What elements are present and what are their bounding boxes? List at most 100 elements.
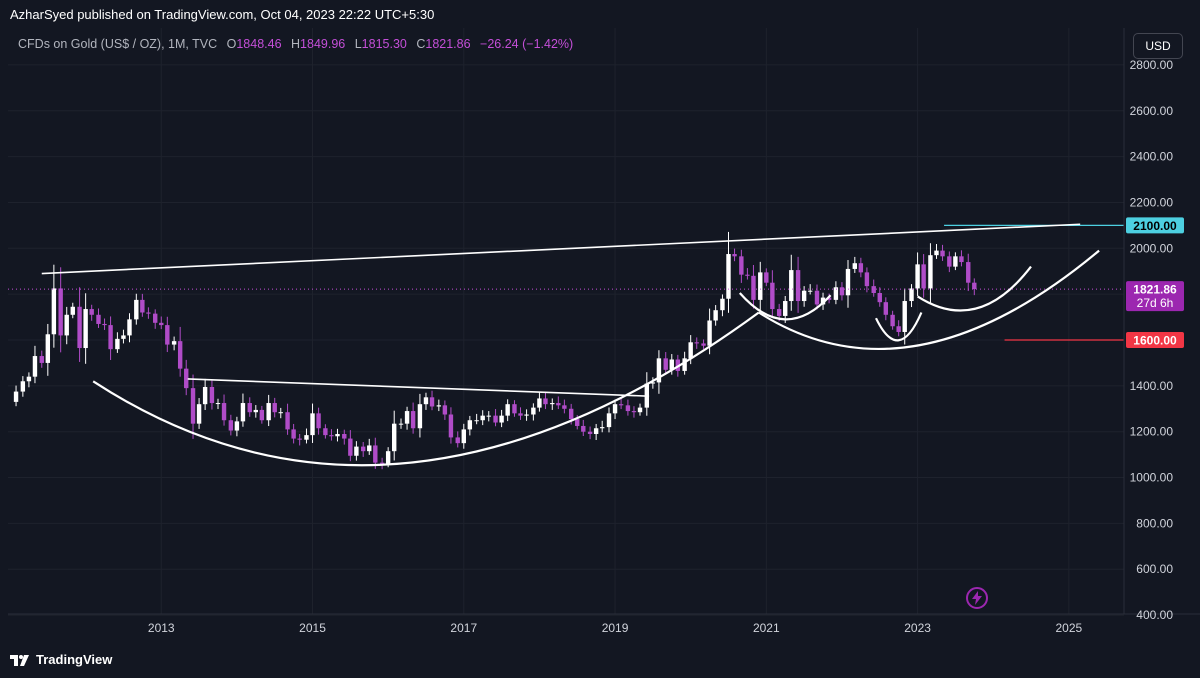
candle-up <box>202 386 208 405</box>
candle-down <box>543 398 548 405</box>
candle-up <box>64 314 69 336</box>
candle-down <box>146 312 151 314</box>
candle-down <box>297 438 302 440</box>
open-label: O <box>226 37 237 51</box>
candle-down <box>108 325 113 350</box>
candle-up <box>215 403 221 405</box>
candle-up <box>404 411 410 424</box>
candle-down <box>102 323 107 326</box>
tradingview-logo-text: TradingView <box>36 652 113 667</box>
y-tick-label: 2600.00 <box>1130 104 1174 118</box>
candle-down <box>694 342 699 344</box>
candle-down <box>625 405 631 412</box>
candle-up <box>486 415 491 417</box>
candle-up <box>909 288 914 302</box>
candle-down <box>410 411 416 429</box>
candle-up <box>234 421 240 431</box>
candle-up <box>524 414 529 416</box>
candle-up <box>83 309 88 349</box>
candle-up <box>807 290 813 292</box>
candle-down <box>751 275 756 300</box>
candle-down <box>764 272 769 283</box>
symbol-label[interactable]: CFDs on Gold (US$ / OZ), 1M, TVC <box>18 37 218 51</box>
candle-up <box>26 376 32 382</box>
candle-up <box>612 404 618 414</box>
candle-up <box>474 420 479 422</box>
y-tick-label: 800.00 <box>1136 516 1173 530</box>
lightning-icon[interactable] <box>966 587 988 609</box>
candle-down <box>184 368 189 389</box>
y-tick-label: 1200.00 <box>1130 425 1174 439</box>
close-label: C <box>416 37 426 51</box>
candle-up <box>915 264 920 289</box>
small-cup-arc-2 <box>875 312 923 342</box>
candle-up <box>20 381 26 392</box>
resistance-price-label: 2100.00 <box>1133 219 1177 233</box>
candle-down <box>795 270 801 302</box>
candle-down <box>140 299 145 313</box>
candle-down <box>39 356 44 363</box>
footer-bar <box>0 648 1200 678</box>
y-tick-label: 2200.00 <box>1130 195 1174 209</box>
candle-down <box>921 264 926 289</box>
candle-up <box>606 413 612 428</box>
high-value: 1849.96 <box>300 37 346 51</box>
candle-down <box>663 358 668 370</box>
y-tick-label: 2400.00 <box>1130 150 1174 164</box>
candle-up <box>436 405 442 407</box>
candle-down <box>618 404 624 406</box>
candle-up <box>480 415 485 421</box>
candle-down <box>770 282 775 310</box>
candle-up <box>115 338 120 350</box>
price-chart[interactable]: 400.00 600.00 800.00 1000.00 1200.00 1400.00 1… <box>0 0 1200 648</box>
candle-down <box>814 290 820 305</box>
candle-up <box>461 429 466 444</box>
candle-down <box>77 306 82 349</box>
candle-down <box>562 405 567 409</box>
candle-down <box>883 302 889 315</box>
candle-down <box>575 419 580 426</box>
candle-up <box>656 358 662 383</box>
candle-down <box>159 322 164 326</box>
candle-up <box>707 320 712 346</box>
candle-up <box>650 382 656 384</box>
ohlc-legend: CFDs on Gold (US$ / OZ), 1M, TVC O1848.4… <box>18 37 573 51</box>
candle-down <box>972 282 977 290</box>
candle-down <box>839 287 845 296</box>
candle-down <box>190 388 196 424</box>
candle-down <box>360 446 366 452</box>
high-label: H <box>291 37 301 51</box>
candle-up <box>398 423 404 425</box>
candle-up <box>783 301 788 316</box>
candle-down <box>896 326 901 332</box>
candle-down <box>177 341 183 369</box>
candle-down <box>165 325 170 345</box>
candle-down <box>959 256 964 263</box>
candle-up <box>852 263 858 269</box>
candle-up <box>637 407 643 413</box>
publisher-text: AzharSyed published on TradingView.com, … <box>10 7 435 22</box>
candle-up <box>13 391 19 402</box>
candle-up <box>127 319 132 336</box>
y-tick-label: 2800.00 <box>1130 58 1174 72</box>
x-tick-label: 2013 <box>148 621 175 635</box>
last-price-label-box <box>1126 281 1184 312</box>
candle-up <box>531 407 536 415</box>
candle-down <box>871 286 876 294</box>
low-value: 1815.30 <box>361 37 407 51</box>
y-tick-label: 1000.00 <box>1130 471 1174 485</box>
candle-up <box>196 404 202 424</box>
candle-down <box>518 413 523 416</box>
candle-up <box>253 409 259 413</box>
small-cup-arc-1 <box>738 292 832 321</box>
candle-down <box>864 272 870 287</box>
tradingview-logo[interactable]: TradingView <box>10 652 112 667</box>
big-cup-arc <box>92 311 760 467</box>
upper-trendline <box>41 223 1081 275</box>
neckline-trendline <box>187 378 650 397</box>
x-tick-label: 2023 <box>904 621 931 635</box>
candle-down <box>966 262 971 283</box>
candle-down <box>587 431 593 434</box>
candle-up <box>417 404 423 429</box>
currency-button[interactable]: USD <box>1133 33 1183 59</box>
